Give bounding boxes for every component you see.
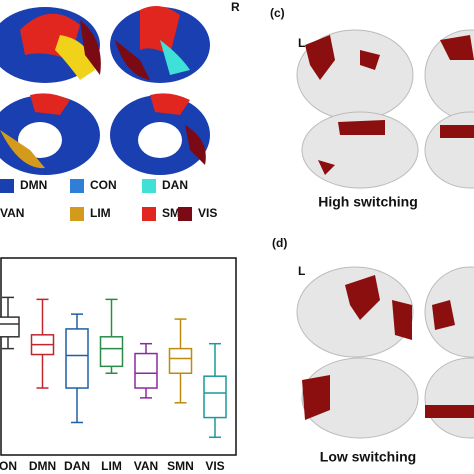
x-tick-label: LIM xyxy=(101,459,122,473)
panel-label: (c) xyxy=(270,6,285,20)
caption: High switching xyxy=(318,194,418,210)
legend-label: LIM xyxy=(90,206,111,220)
caption: Low switching xyxy=(320,449,416,465)
x-tick-label: DMN xyxy=(29,459,56,473)
box xyxy=(99,336,124,368)
hemisphere-label: L xyxy=(298,36,305,50)
hemisphere-label: R xyxy=(231,0,240,14)
x-tick-label: VIS xyxy=(205,459,224,473)
box xyxy=(134,352,158,389)
x-tick-label: VAN xyxy=(134,459,158,473)
legend-swatch xyxy=(142,207,156,221)
x-tick-label: SMN xyxy=(167,459,194,473)
legend-label: VIS xyxy=(198,206,217,220)
legend-label: VAN xyxy=(0,206,24,220)
atlas-brains xyxy=(0,6,210,175)
legend-swatch xyxy=(178,207,192,221)
box xyxy=(65,328,89,389)
legend-label: DMN xyxy=(20,178,47,192)
legend-label: CON xyxy=(90,178,117,192)
x-tick-label: ON xyxy=(0,459,17,473)
x-tick-label: DAN xyxy=(64,459,90,473)
box xyxy=(0,316,20,338)
panel-label: (d) xyxy=(272,236,287,250)
high-switching-brains xyxy=(296,29,474,189)
legend-swatch xyxy=(70,207,84,221)
legend-swatch xyxy=(0,179,14,193)
legend-swatch xyxy=(70,179,84,193)
legend-label: DAN xyxy=(162,178,188,192)
box xyxy=(203,375,227,419)
box xyxy=(168,347,193,374)
plot-frame xyxy=(0,257,237,456)
legend-swatch xyxy=(142,179,156,193)
low-switching-brains xyxy=(296,266,474,439)
hemisphere-label: L xyxy=(298,264,305,278)
